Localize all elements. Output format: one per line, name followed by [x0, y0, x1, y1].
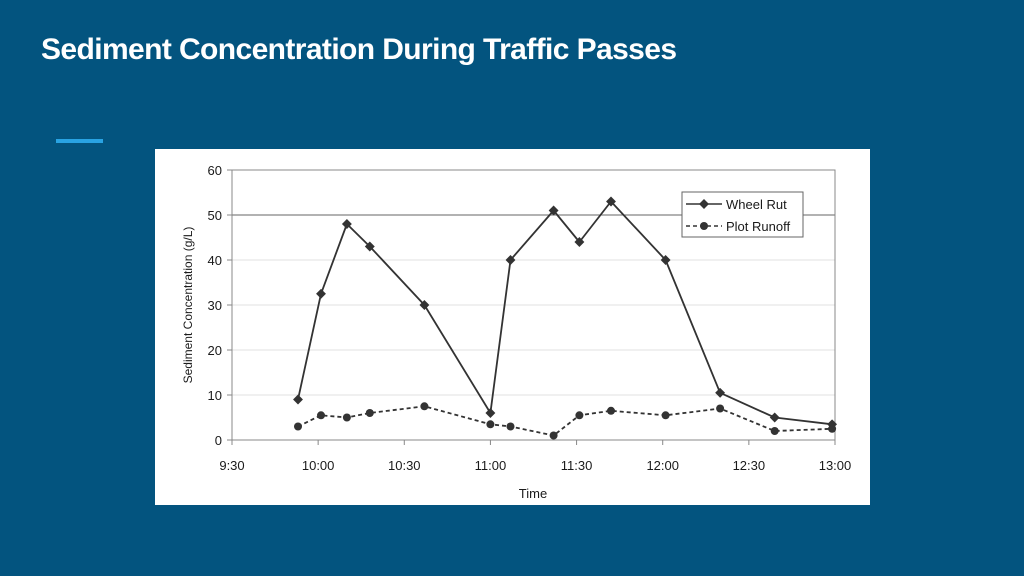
x-tick-label: 13:00 — [819, 458, 852, 473]
wheel-rut-data-point — [293, 394, 303, 405]
plot-runoff-data-point — [575, 411, 584, 420]
plot-runoff-data-point — [661, 411, 670, 420]
y-tick-label: 20 — [208, 343, 222, 358]
plot-runoff-data-point — [420, 402, 429, 411]
plot-runoff-data-point — [506, 422, 515, 431]
x-axis-label: Time — [519, 486, 547, 501]
wheel-rut-data-point — [485, 408, 496, 418]
legend-plot-runoff-label: Plot Runoff — [726, 219, 790, 234]
legend: Wheel Rut Plot Runoff — [681, 191, 804, 238]
x-tick-label: 10:00 — [302, 458, 335, 473]
y-tick-label: 0 — [215, 433, 222, 448]
y-tick-label: 10 — [208, 388, 222, 403]
plot-runoff-data-point — [317, 411, 325, 420]
plot-runoff-data-point — [486, 420, 495, 429]
x-tick-label: 9:30 — [219, 458, 244, 473]
wheel-rut-data-point — [316, 288, 326, 299]
plot-runoff-data-point — [342, 413, 351, 422]
chart-panel: 0 10 20 30 40 50 60 9:30 10:00 10:30 11:00 11:30 12:… — [155, 149, 870, 505]
plot-runoff-data-point — [294, 422, 302, 431]
legend-wheel-rut-label: Wheel Rut — [726, 197, 787, 212]
plot-runoff-data-point — [828, 424, 837, 433]
x-tick-label: 12:30 — [733, 458, 766, 473]
sediment-line-chart: 0 10 20 30 40 50 60 9:30 10:00 10:30 11:00 11:30 12:… — [181, 163, 852, 501]
y-tick-label: 30 — [208, 298, 222, 313]
y-tick-label: 50 — [208, 208, 222, 223]
plot-runoff-data-point — [607, 406, 615, 415]
y-tick-label: 40 — [208, 253, 222, 268]
wheel-rut-data-point — [606, 196, 616, 207]
x-tick-label: 11:30 — [561, 458, 593, 473]
x-tick-label: 11:00 — [475, 458, 507, 473]
wheel-rut-data-point — [715, 387, 726, 398]
title-accent-bar — [56, 139, 103, 143]
legend-wheel-rut-marker — [699, 199, 709, 209]
wheel-rut-series-line — [297, 200, 833, 426]
gridlines — [232, 214, 835, 396]
x-tick-label: 12:00 — [646, 458, 679, 473]
plot-runoff-data-point — [365, 409, 374, 417]
plot-runoff-data-point — [549, 431, 558, 440]
legend-plot-runoff-marker — [700, 222, 708, 230]
plot-runoff-series-line — [297, 405, 833, 437]
wheel-rut-data-point — [364, 241, 375, 252]
y-axis-label: Sediment Concentration (g/L) — [181, 227, 195, 384]
axes: 0 10 20 30 40 50 60 9:30 10:00 10:30 11:00 11:30 12:… — [208, 163, 852, 473]
slide-title: Sediment Concentration During Traffic Pa… — [41, 33, 677, 66]
y-tick-label: 60 — [208, 163, 222, 178]
plot-runoff-data-point — [770, 427, 779, 435]
plot-runoff-data-point — [716, 404, 725, 413]
wheel-rut-data-point — [769, 412, 780, 423]
x-tick-label: 10:30 — [388, 458, 421, 473]
